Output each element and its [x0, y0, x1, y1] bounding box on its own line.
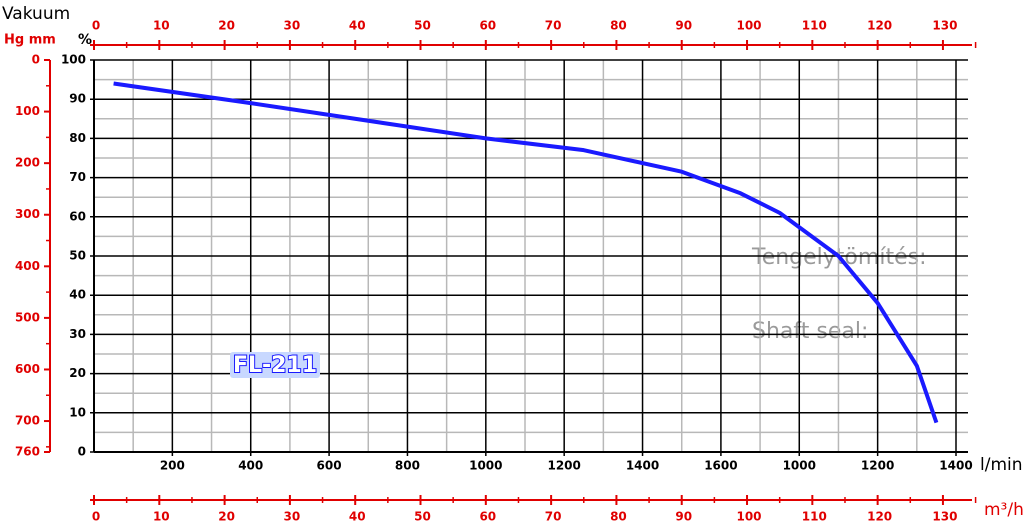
x-tick-label: 1400: [626, 459, 659, 473]
x2-tick-label: 20: [218, 510, 235, 524]
annotation: Shaft seal:: [752, 319, 868, 344]
y-tick-label: 80: [69, 131, 86, 145]
x2-tick-label: 0: [92, 510, 100, 524]
x2-tick-label: 30: [284, 19, 301, 33]
x-tick-label: 1200: [547, 459, 580, 473]
x2-tick-label: 80: [610, 19, 627, 33]
x2-tick-label: 90: [675, 510, 692, 524]
x2-tick-label: 10: [153, 510, 170, 524]
x2-tick-label: 70: [545, 510, 562, 524]
x2-tick-label: 20: [218, 19, 235, 33]
x2-tick-label: 0: [92, 19, 100, 33]
x2-tick-label: 120: [867, 510, 892, 524]
x-tick-label: 1000: [469, 459, 502, 473]
x2-tick-label: 40: [349, 19, 366, 33]
x2-tick-label: 40: [349, 510, 366, 524]
x2-tick-label: 110: [802, 510, 827, 524]
y2-tick-label: 700: [15, 414, 40, 428]
x-tick-label: 800: [395, 459, 420, 473]
x-tick-label: 400: [238, 459, 263, 473]
x2-tick-label: 80: [610, 510, 627, 524]
y-tick-label: 50: [69, 249, 86, 263]
x2-tick-label: 130: [932, 19, 957, 33]
y2-title: Hg mm: [4, 33, 56, 48]
y2-tick-label: 0: [32, 53, 40, 67]
y2-tick-label: 200: [15, 156, 40, 170]
model-label: FL-211: [233, 353, 317, 378]
y-tick-label: 100: [61, 53, 86, 67]
model-label-box: [230, 352, 320, 378]
curve: [113, 81, 939, 424]
x2-tick-label: 70: [545, 19, 562, 33]
x2-tick-label: 50: [414, 510, 431, 524]
y-tick-label: 30: [69, 327, 86, 341]
y2-tick-label: 400: [15, 259, 40, 273]
y-title: Vakuum: [2, 4, 70, 24]
y2-tick-label: 100: [15, 104, 40, 118]
x2-unit: m³/h: [984, 500, 1024, 520]
x-tick-label: 200: [160, 459, 185, 473]
y2-tick-label: 600: [15, 362, 40, 376]
x2-tick-label: 50: [414, 19, 431, 33]
x2-tick-label: 120: [867, 19, 892, 33]
x-unit: l/min: [980, 455, 1023, 475]
y-tick-label: 90: [69, 92, 86, 106]
y-tick-label: 70: [69, 170, 86, 184]
x2-tick-label: 100: [736, 19, 761, 33]
y-tick-label: 0: [78, 445, 86, 459]
x2-tick-label: 90: [675, 19, 692, 33]
x-tick-label: 1600: [704, 459, 737, 473]
x2-tick-label: 110: [802, 19, 827, 33]
y2-tick-label: 760: [15, 445, 40, 459]
x2-tick-label: 130: [932, 510, 957, 524]
y2-tick-label: 300: [15, 207, 40, 221]
x2-tick-label: 100: [736, 510, 761, 524]
x2-tick-label: 30: [284, 510, 301, 524]
x-tick-label: 600: [317, 459, 342, 473]
x2-tick-label: 10: [153, 19, 170, 33]
y-unit: %: [78, 32, 92, 48]
x2-tick-label: 60: [479, 19, 496, 33]
y-tick-label: 20: [69, 366, 86, 380]
x-tick-label: 1200: [861, 459, 894, 473]
y-tick-label: 10: [69, 405, 86, 419]
x-tick-label: 1400: [939, 459, 972, 473]
y2-tick-label: 500: [15, 310, 40, 324]
y-tick-label: 60: [69, 209, 86, 223]
x-tick-label: 1000: [783, 459, 816, 473]
x2-tick-label: 60: [479, 510, 496, 524]
y-tick-label: 40: [69, 288, 86, 302]
